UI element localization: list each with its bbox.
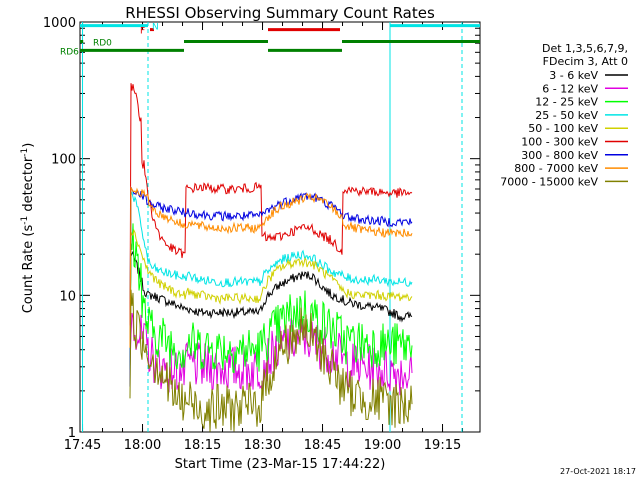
y-tick-label: 1000 bbox=[43, 16, 76, 31]
y-tick-label: 100 bbox=[51, 153, 76, 168]
plot-frame bbox=[79, 21, 481, 433]
series-line bbox=[129, 250, 413, 325]
legend-label: 100 - 300 keV bbox=[521, 136, 598, 149]
flag-label: F bbox=[140, 27, 145, 37]
series-line bbox=[129, 187, 413, 387]
y-axis-label-main: Count Rate (s bbox=[21, 225, 36, 314]
x-tick-label: 18:15 bbox=[184, 438, 221, 453]
legend-label: 12 - 25 keV bbox=[535, 96, 598, 109]
legend-header-line1: Det 1,3,5,6,7,9, bbox=[542, 42, 628, 55]
x-tick-label: 18:45 bbox=[304, 438, 341, 453]
y-axis-label-exp2: -1 bbox=[20, 148, 30, 157]
x-tick-label: 18:00 bbox=[124, 438, 161, 453]
chart-title: RHESSI Observing Summary Count Rates bbox=[125, 4, 435, 22]
series-line bbox=[129, 190, 413, 300]
y-axis-label-end: ) bbox=[21, 143, 36, 148]
flag-label: N bbox=[152, 23, 159, 33]
legend-label: 800 - 7000 keV bbox=[514, 162, 598, 175]
series-line bbox=[129, 229, 413, 340]
x-tick-label: 19:00 bbox=[364, 438, 401, 453]
legend-label: 300 - 800 keV bbox=[521, 149, 598, 162]
y-axis-label: Count Rate (s-1 detector-1) bbox=[20, 143, 36, 314]
x-tick-label: 17:45 bbox=[64, 438, 101, 453]
series-line bbox=[129, 312, 413, 396]
y-tick-label: 1 bbox=[68, 426, 76, 441]
y-tick-label: 10 bbox=[59, 289, 76, 304]
plot-area: 17:45 18:00 18:15 18:30 18:45 19:00 19:15 1 10 10… bbox=[43, 16, 481, 453]
series-line bbox=[129, 83, 413, 326]
series-line bbox=[129, 289, 413, 432]
footer-timestamp: 27-Oct-2021 18:17 bbox=[560, 467, 636, 476]
x-tick-label: 19:15 bbox=[424, 438, 461, 453]
series-line bbox=[129, 186, 413, 348]
x-tick-label: 18:30 bbox=[244, 438, 281, 453]
y-axis-label-exp1: -1 bbox=[20, 216, 30, 225]
legend-header-line2: FDecim 3, Att 0 bbox=[543, 55, 628, 68]
legend-label: 6 - 12 keV bbox=[542, 82, 598, 95]
series-line bbox=[129, 223, 413, 374]
flag-label: RD0 bbox=[93, 38, 112, 48]
legend-label: 3 - 6 keV bbox=[549, 69, 598, 82]
flag-label: RD6 bbox=[60, 47, 79, 57]
x-axis-label: Start Time (23-Mar-15 17:44:22) bbox=[175, 457, 386, 472]
legend-label: 7000 - 15000 keV bbox=[500, 175, 598, 188]
y-axis-label-mid: detector bbox=[21, 156, 36, 216]
legend-label: 50 - 100 keV bbox=[528, 122, 598, 135]
legend-label: 25 - 50 keV bbox=[535, 109, 598, 122]
